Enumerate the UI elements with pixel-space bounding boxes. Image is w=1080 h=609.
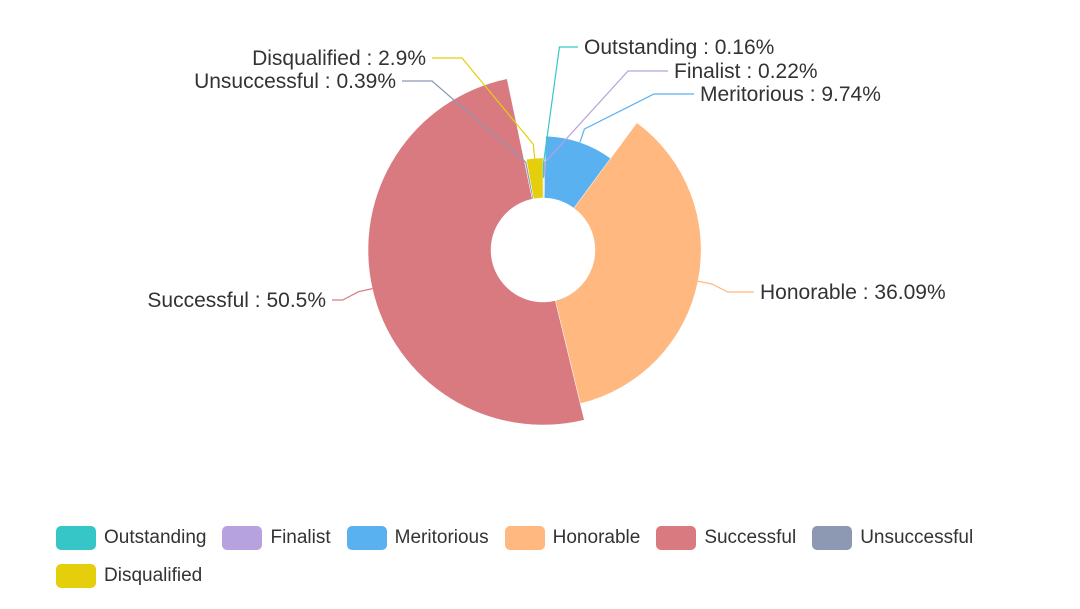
legend-label: Disqualified (104, 565, 203, 586)
leader-line-meritorious (579, 93, 694, 143)
legend-swatch (56, 564, 96, 588)
slice-label-disqualified: Disqualified : 2.9% (252, 47, 426, 70)
slice-label-honorable: Honorable : 36.09% (760, 281, 946, 304)
legend-swatch (222, 526, 263, 550)
leader-line-outstanding (542, 46, 578, 178)
legend-label: Meritorious (394, 527, 489, 548)
legend-label: Successful (704, 527, 797, 548)
chart-legend: Outstanding Finalist Meritorious Honorable S… (56, 526, 1056, 588)
legend-swatch (812, 526, 853, 550)
legend-item-disqualified[interactable]: Disqualified (56, 564, 202, 588)
legend-swatch (504, 526, 545, 550)
slice-honorable[interactable] (554, 122, 702, 404)
slice-successful[interactable] (367, 78, 585, 426)
legend-item-successful[interactable]: Successful (656, 526, 796, 550)
leader-line-honorable (697, 280, 754, 293)
slice-disqualified[interactable] (526, 157, 544, 200)
legend-swatch (656, 526, 697, 550)
legend-item-meritorious[interactable]: Meritorious (346, 526, 489, 550)
slice-label-successful: Successful : 50.5% (147, 289, 326, 312)
legend-label: Unsuccessful (860, 527, 974, 548)
legend-item-finalist[interactable]: Finalist (222, 526, 331, 550)
leader-line-unsuccessful (402, 80, 529, 176)
leader-line-finalist (543, 70, 668, 177)
slice-label-outstanding: Outstanding : 0.16% (584, 36, 774, 59)
slice-label-meritorious: Meritorious : 9.74% (700, 83, 881, 106)
legend-item-outstanding[interactable]: Outstanding (56, 526, 206, 550)
slice-label-finalist: Finalist : 0.22% (674, 60, 818, 83)
legend-swatch (56, 526, 96, 550)
slice-labels: Outstanding : 0.16%Finalist : 0.22%Merit… (147, 36, 945, 312)
legend-item-honorable[interactable]: Honorable (504, 526, 641, 550)
legend-label: Finalist (270, 527, 331, 548)
legend-label: Honorable (552, 527, 641, 548)
slice-label-unsuccessful: Unsuccessful : 0.39% (194, 70, 396, 93)
label-leader-lines (332, 46, 754, 301)
leader-line-disqualified (432, 57, 536, 159)
legend-item-unsuccessful[interactable]: Unsuccessful (812, 526, 973, 550)
chart-slices (367, 78, 702, 426)
leader-line-successful (332, 288, 373, 301)
legend-swatch (346, 526, 387, 550)
legend-label: Outstanding (104, 527, 207, 548)
